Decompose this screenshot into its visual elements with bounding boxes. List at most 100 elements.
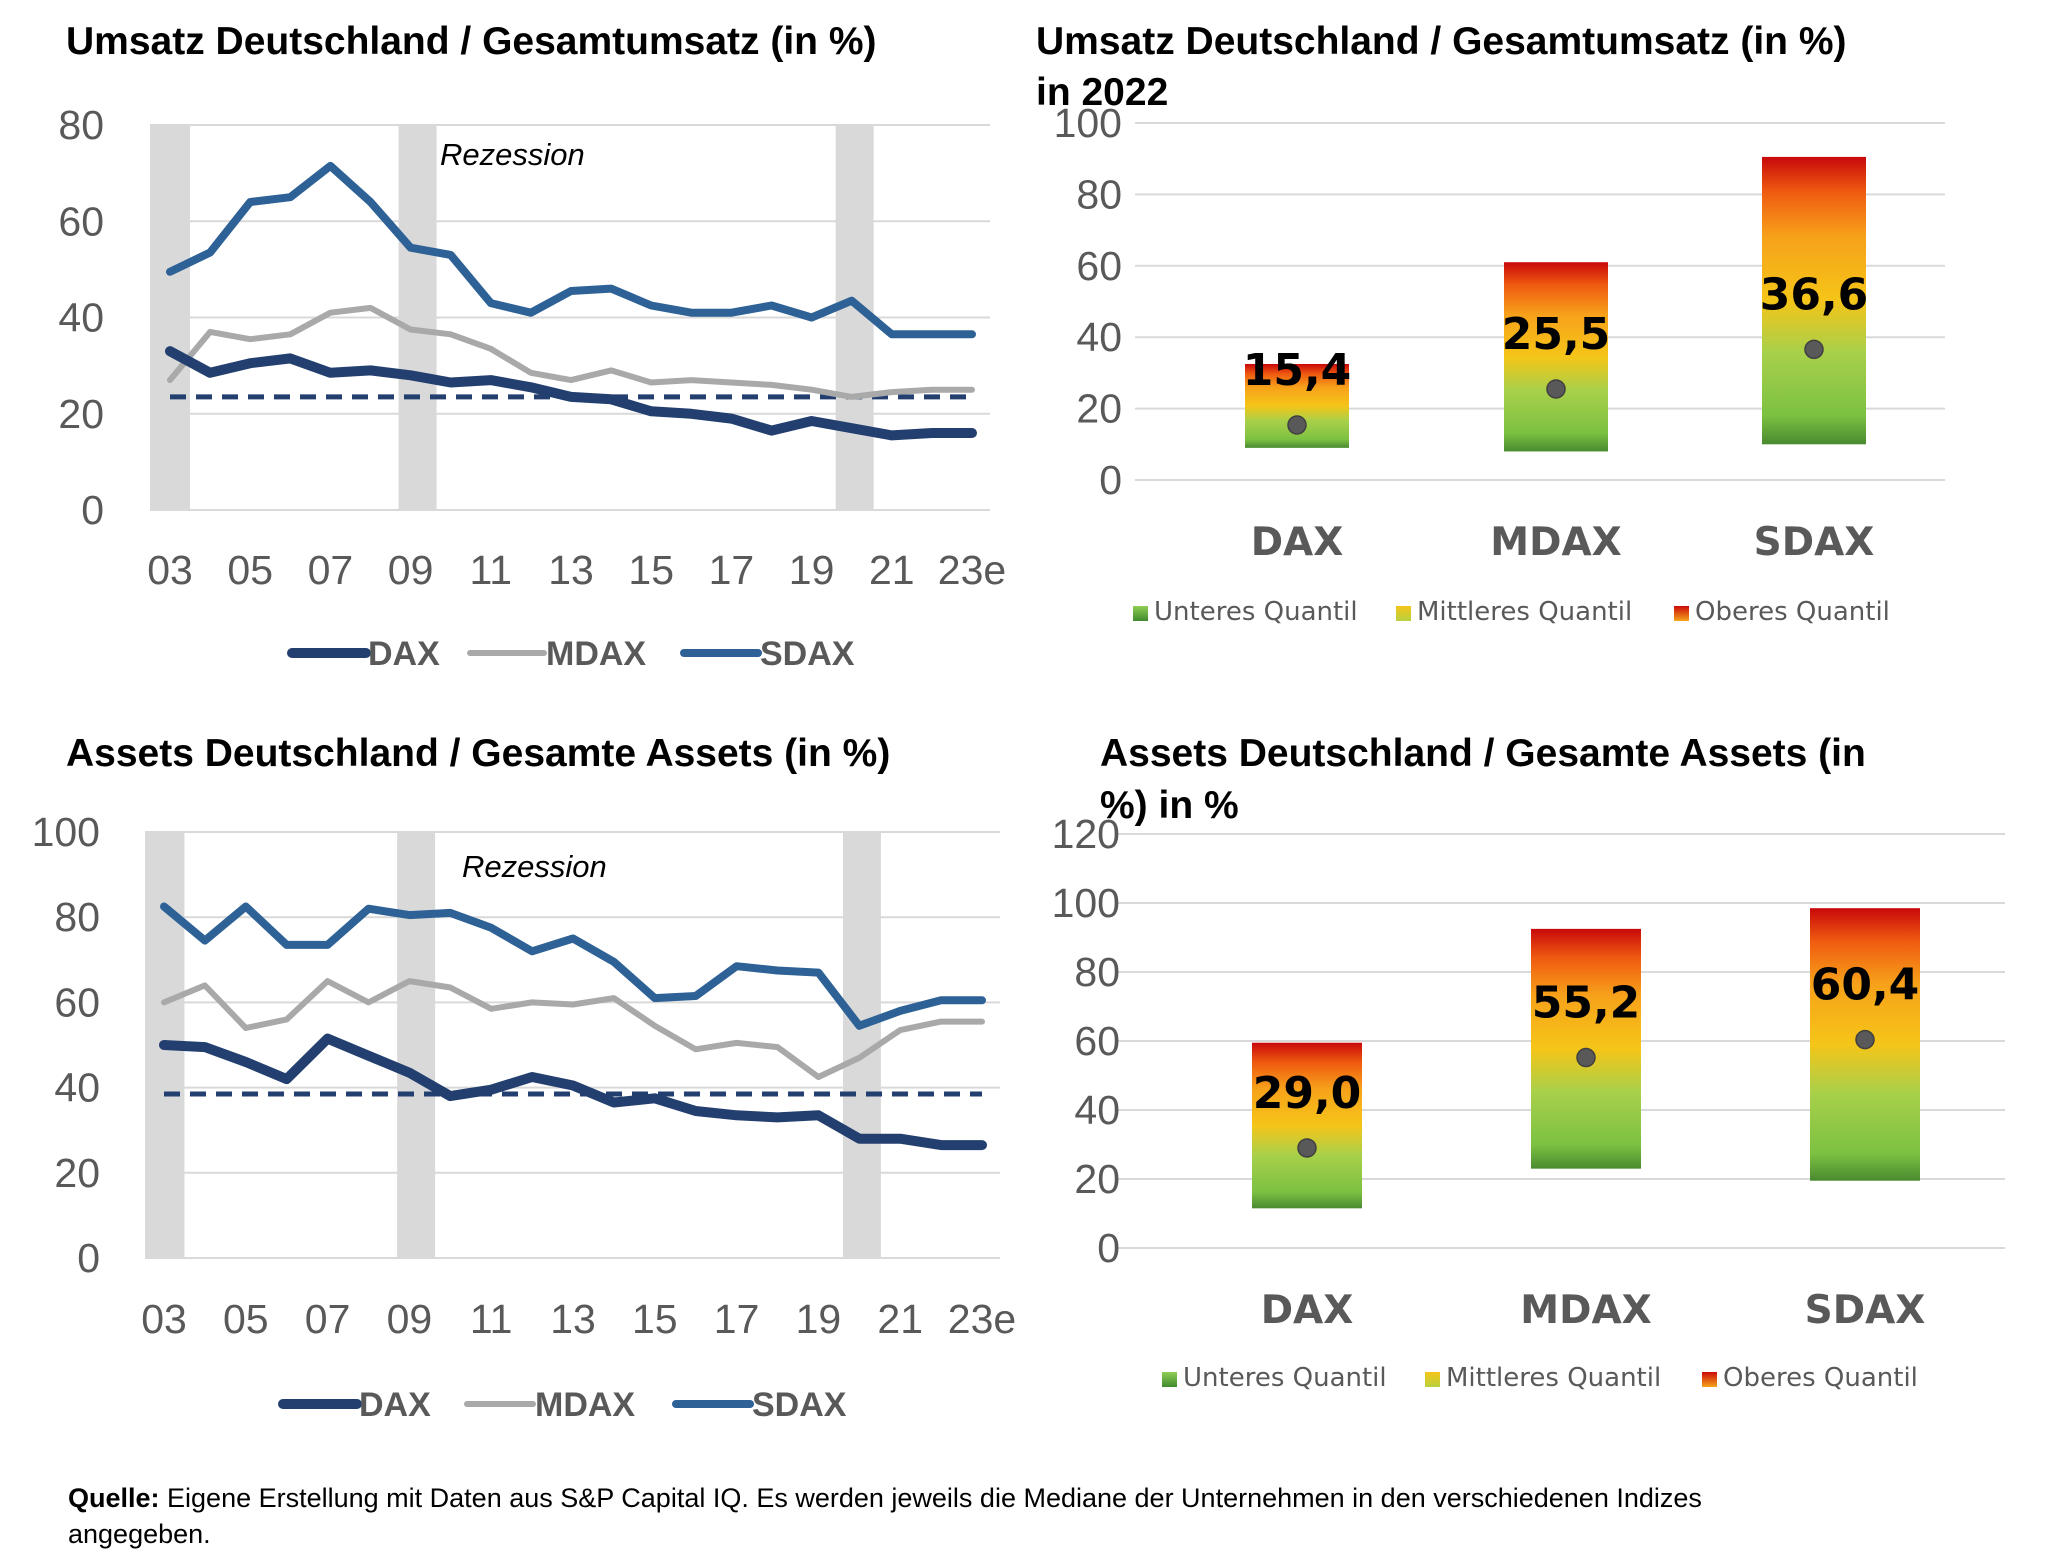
x-tick-label: 21 (877, 1296, 923, 1342)
median-data-label: 15,4 (1243, 345, 1352, 396)
legend-label-mdax: MDAX (546, 635, 646, 673)
assets-line-chart: Assets Deutschland / Gesamte Assets (in … (32, 732, 1017, 1424)
series-line-sdax (160, 902, 986, 1030)
category-label: SDAX (1754, 520, 1875, 565)
series-line-dax (159, 1033, 987, 1151)
x-tick-label: 19 (796, 1296, 842, 1342)
source-label: Quelle: (68, 1483, 160, 1513)
y-tick-label: 120 (1052, 811, 1120, 857)
category-label: DAX (1261, 1288, 1354, 1333)
y-tick-label: 40 (58, 295, 104, 341)
y-tick-label: 60 (1076, 243, 1122, 289)
series-line-sdax (166, 161, 976, 339)
median-marker (1576, 1047, 1596, 1068)
legend-swatch-oberes (1702, 1372, 1717, 1387)
plot-area: 0 20 40 60 80 03 05 07 09 11 13 15 17 19 21 23e (58, 102, 1006, 593)
source-line-1: Quelle: Eigene Erstellung mit Daten aus … (68, 1483, 1702, 1513)
x-tick-label: 23e (948, 1296, 1016, 1342)
legend-label-mittleres: Mittleres Quantil (1417, 597, 1632, 627)
recession-annotation: Rezession (462, 849, 607, 884)
x-tick-label: 17 (714, 1296, 760, 1342)
legend-swatch-mittleres (1396, 606, 1411, 621)
legend: Unteres Quantil Mittleres Quantil Oberes Q… (1133, 597, 1890, 627)
legend-label-oberes: Oberes Quantil (1695, 597, 1890, 627)
category-label: DAX (1251, 520, 1344, 565)
chart-title: Umsatz Deutschland / Gesamtumsatz (in %) (66, 20, 877, 63)
x-tick-label: 07 (308, 547, 354, 593)
y-tick-label: 20 (1074, 1156, 1120, 1202)
x-tick-label: 13 (550, 1296, 596, 1342)
x-tick-label: 11 (470, 547, 513, 593)
umsatz-quantile-chart: Umsatz Deutschland / Gesamtumsatz (in %)… (1036, 20, 1945, 627)
recession-band (397, 832, 436, 1258)
legend-label-dax: DAX (368, 635, 440, 673)
y-tick-label: 20 (54, 1150, 100, 1196)
x-tick-label: 17 (709, 547, 755, 593)
x-tick-label: 13 (548, 547, 594, 593)
chart-title-line1: Assets Deutschland / Gesamte Assets (in (1100, 732, 1866, 775)
y-tick-label: 80 (54, 894, 100, 940)
legend-swatch-unteres (1133, 606, 1148, 621)
assets-quantile-chart: Assets Deutschland / Gesamte Assets (in … (1052, 732, 2005, 1393)
x-tick-label: 19 (789, 547, 835, 593)
chart-title-line1: Umsatz Deutschland / Gesamtumsatz (in %) (1036, 20, 1847, 63)
y-tick-label: 0 (1097, 1225, 1120, 1271)
median-data-label: 36,6 (1760, 269, 1869, 320)
x-tick-label: 05 (223, 1296, 269, 1342)
median-marker (1297, 1138, 1317, 1158)
source-footer: Quelle: Eigene Erstellung mit Daten aus … (68, 1483, 1702, 1549)
x-tick-label: 23e (938, 547, 1006, 593)
median-data-label: 25,5 (1502, 309, 1611, 360)
x-tick-label: 15 (628, 547, 674, 593)
umsatz-line-chart: Umsatz Deutschland / Gesamtumsatz (in %)… (58, 20, 1006, 673)
y-tick-label: 20 (1076, 386, 1122, 432)
y-tick-label: 40 (54, 1065, 100, 1111)
y-tick-label: 20 (58, 391, 104, 437)
median-marker (1287, 415, 1307, 435)
chart-title-line2: %) in % (1100, 784, 1239, 827)
x-tick-label: 21 (869, 547, 915, 593)
legend-label-sdax: SDAX (760, 635, 855, 673)
plot-area: 0 20 40 60 80 100 03 05 07 09 11 13 15 17 19 21 23e (32, 809, 1017, 1342)
legend-label-unteres: Unteres Quantil (1183, 1363, 1387, 1393)
source-text: Eigene Erstellung mit Daten aus S&P Capi… (160, 1483, 1702, 1513)
x-tick-label: 11 (470, 1296, 513, 1342)
plot-area: 0 20 40 60 80 100 120 29,0 DAX 55,2 MDAX 60,4 SDAX (1052, 811, 2005, 1333)
quantile-bar-dax (1252, 1042, 1362, 1209)
y-tick-label: 100 (1052, 880, 1120, 926)
series-line-mdax (161, 978, 985, 1080)
y-tick-label: 40 (1076, 314, 1122, 360)
y-tick-label: 100 (1054, 100, 1122, 146)
median-data-label: 29,0 (1253, 1068, 1362, 1119)
y-tick-label: 100 (32, 809, 100, 855)
legend-swatch-unteres (1162, 1372, 1177, 1387)
source-line-2: angegeben. (68, 1519, 211, 1549)
quantile-bar-sdax (1762, 156, 1866, 445)
legend-label-unteres: Unteres Quantil (1154, 597, 1358, 627)
category-label: SDAX (1805, 1288, 1926, 1333)
median-data-label: 60,4 (1811, 960, 1920, 1011)
series-line-mdax (167, 304, 975, 400)
chart-title: Assets Deutschland / Gesamte Assets (in … (66, 732, 890, 775)
x-tick-label: 15 (632, 1296, 678, 1342)
y-tick-label: 0 (81, 487, 104, 533)
legend: DAX MDAX SDAX (287, 635, 855, 673)
median-marker (1546, 379, 1566, 399)
legend-label-dax: DAX (359, 1386, 431, 1424)
series-line-dax (165, 346, 977, 441)
y-tick-label: 80 (1074, 949, 1120, 995)
legend-swatch-oberes (1674, 606, 1689, 621)
quantile-bar-mdax (1504, 262, 1608, 452)
legend: DAX MDAX SDAX (278, 1386, 847, 1424)
x-tick-label: 03 (147, 547, 193, 593)
legend: Unteres Quantil Mittleres Quantil Oberes Q… (1162, 1363, 1918, 1393)
x-tick-label: 09 (388, 547, 434, 593)
y-tick-label: 60 (54, 979, 100, 1025)
y-tick-label: 80 (1076, 171, 1122, 217)
x-tick-label: 07 (305, 1296, 351, 1342)
recession-annotation: Rezession (440, 137, 585, 172)
y-tick-label: 80 (58, 102, 104, 148)
legend-label-mdax: MDAX (535, 1386, 635, 1424)
y-tick-label: 0 (77, 1235, 100, 1281)
